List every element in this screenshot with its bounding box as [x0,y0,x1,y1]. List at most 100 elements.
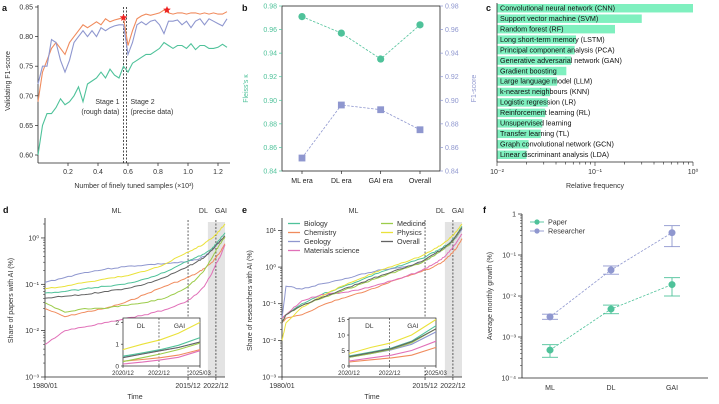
x-tick-label: 2022/12 [440,383,465,390]
panel-b: 0.84 0.84 0.86 0.86 0.88 0.88 0.90 0.90 0.92 0.92… [243,4,478,186]
stage1-sub-label: (rough data) [81,109,119,116]
bar [497,98,548,107]
y-axis-title: Share of researchers with AI (%) [247,250,254,351]
data-point-square [377,106,385,114]
era-shade [444,222,462,377]
y-tick-label-left: 0.90 [263,98,277,105]
era-label-ml: ML [349,208,359,215]
x-tick-label: 0.2 [63,169,73,176]
panel-c: Convolutional neural network (CNN) Suppor… [490,3,698,190]
bar-label: Linear discriminant analysis (LDA) [500,150,609,159]
inset-series-line [122,350,201,365]
legend-label: Paper [548,218,568,227]
data-point [546,313,554,321]
series-line [549,232,673,318]
best-star-marker [119,13,128,21]
bar [497,35,577,44]
y-tick-label-right: 0.92 [445,74,459,81]
panel-label-b: b [242,3,248,13]
bar [497,87,551,97]
inset-series-line [348,340,437,362]
inset-y-tick-label: 1 [115,342,119,349]
series-line-medicine [44,236,226,313]
bar [497,14,642,23]
data-point-circle [337,29,345,37]
y-axis-title-right: F1-score [471,75,478,103]
plot-frame [281,5,441,172]
inset-series-line [122,342,201,363]
inset-label-gai: GAI [407,323,418,330]
x-tick-label: 10⁻² [490,169,504,176]
x-tick-label: 2015/12 [175,383,200,390]
y-tick-label-right: 0.98 [445,4,459,11]
inset-x-tick-label: 2025/03 [425,371,447,377]
legend-swatch-marker [534,228,540,234]
legend-label: Chemistry [304,228,337,237]
series-line [301,16,421,60]
inset: 0 1 2 2020/12 2022/12 2025/03 DL GAI [112,317,212,377]
y-tick-label-left: 0.94 [263,51,277,58]
series-line-materials-science [281,233,463,319]
inset-y-tick-label: 10 [338,333,346,340]
y-tick-label-right: 0.86 [445,145,459,152]
inset-series-line [348,328,437,358]
bar [497,56,572,65]
stage2-sub-label: (precise data) [131,109,174,116]
legend-label: Geology [304,237,331,246]
bar-label: Generative adversarial network (GAN) [500,56,622,65]
legend-label: Researcher [548,227,586,236]
bar [497,108,546,118]
inset-series-line [348,325,437,357]
x-tick-label: 2022/12 [203,383,228,390]
panel-label-d: d [3,205,9,215]
y-tick-label: 10⁻³ [25,375,39,382]
bar [497,66,567,76]
panel-label-e: e [242,205,247,215]
y-tick-label: 10⁻¹ [25,282,39,289]
x-tick-label: Overall [409,178,432,185]
panel-label-a: a [2,3,8,13]
inset-series-line [348,328,437,358]
series-line-lavender [37,18,228,85]
y-tick-label: 1 [512,212,516,219]
inset-series-line [348,346,437,363]
data-point [607,305,615,313]
bar [497,129,541,139]
inset: 0 5 10 15 2020/12 2022/12 2025/03 DL GAI [338,317,448,377]
x-tick-label: 2015/12 [412,383,437,390]
y-tick-label-right: 0.84 [445,169,459,176]
y-axis-title-left: Fleiss's κ [243,74,250,103]
series-line-overall [44,235,226,299]
inset-label-gai: GAI [174,323,185,330]
data-point-square [416,126,424,134]
bar-label: Logistic regression (LR) [500,98,576,107]
y-tick-label-left: 0.88 [263,121,277,128]
era-label-gai: GAI [215,208,227,215]
inset-series-line [122,349,201,362]
legend-label: Materials science [304,246,360,255]
era-label-dl: DL [436,208,445,215]
bar [497,4,693,13]
x-tick-label: ML era [291,178,313,185]
y-tick-label-left: 0.96 [263,27,277,34]
x-axis-title: Time [364,394,379,401]
inset-y-tick-label: 0 [341,364,345,371]
x-tick-label: 0.8 [153,169,163,176]
legend-label: Medicine [397,219,426,228]
y-tick-label: 0.70 [19,93,33,100]
bar-label: Large language model (LLM) [500,77,592,86]
inset-label-dl: DL [137,323,146,330]
y-tick-label-right: 0.94 [445,51,459,58]
x-axis-title: Relative frequency [566,183,624,190]
bar [497,140,529,149]
y-axis-title: Validating F1-score [5,51,12,111]
x-tick-label: 1980/01 [32,383,57,390]
panel-f: 10⁻⁴ 10⁻³ 10⁻² 10⁻¹ 1 ML DL GAI Average monthly … [487,212,708,392]
series-line-physics [281,223,463,341]
inset-x-tick-label: 2025/03 [189,371,211,377]
series-line-teal [37,41,228,156]
inset-x-tick-label: 2022/12 [148,371,170,377]
